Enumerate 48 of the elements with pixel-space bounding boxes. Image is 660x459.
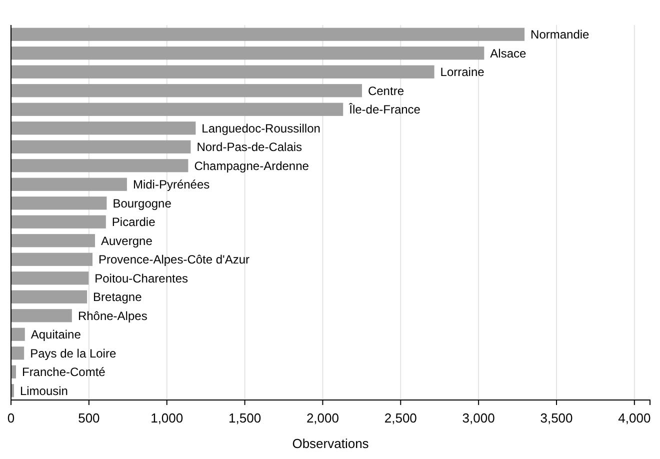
- x-tick-label: 0: [7, 410, 15, 426]
- bar: [11, 252, 93, 266]
- x-tick-label: 500: [78, 410, 100, 426]
- y-tick-label: Limousin: [20, 384, 68, 398]
- y-tick-label: Lorraine: [440, 65, 485, 80]
- y-tick-label: Normandie: [530, 28, 590, 42]
- x-axis-title: Observations: [292, 436, 370, 451]
- bar: [11, 196, 107, 210]
- bar: [11, 215, 106, 228]
- y-tick-label: Franche-Comté: [22, 365, 106, 380]
- bar: [11, 102, 344, 116]
- bar: [11, 234, 96, 248]
- bar: [11, 178, 127, 191]
- bar: [11, 46, 484, 60]
- y-tick-label: Champagne-Ardenne: [194, 158, 310, 173]
- y-tick-label: Pays de la Loire: [30, 346, 116, 360]
- bar: [11, 290, 88, 304]
- y-tick-label: Languedoc-Roussillon: [202, 121, 320, 136]
- y-tick-label: Provence-Alpes-Côte d'Azur: [98, 252, 250, 267]
- bar: [11, 272, 89, 285]
- y-tick-label: Nord-Pas-de-Calais: [196, 140, 302, 154]
- y-tick-label: Alsace: [490, 46, 527, 60]
- y-tick-label: Centre: [368, 84, 404, 98]
- x-tick-label: 4,000: [618, 410, 651, 426]
- bar: [11, 309, 72, 322]
- bar: [11, 122, 196, 135]
- y-tick-label: Auvergne: [101, 234, 153, 248]
- y-tick-label: Midi-Pyrénées: [132, 178, 210, 192]
- x-tick-label: 1,000: [150, 410, 184, 426]
- y-tick-label: Picardie: [112, 215, 156, 230]
- bar: [11, 328, 25, 341]
- bar: [11, 65, 434, 78]
- y-tick-label: Rhône-Alpes: [78, 308, 148, 323]
- x-tick-label: 3,500: [540, 410, 573, 426]
- x-tick-label: 3,000: [462, 410, 495, 426]
- y-tick-label: Île-de-France: [348, 102, 421, 117]
- bar: [11, 84, 362, 98]
- bar: [11, 346, 24, 360]
- y-tick-label: Aquitaine: [30, 328, 82, 342]
- y-tick-label: Poitou-Charentes: [94, 271, 188, 286]
- y-tick-label: Bretagne: [93, 290, 142, 304]
- y-tick-label: Bourgogne: [112, 196, 172, 210]
- bar: [11, 159, 188, 172]
- bar: [11, 28, 525, 41]
- x-tick-label: 2,000: [306, 410, 339, 426]
- x-tick-label: 2,500: [384, 410, 417, 426]
- bar: [11, 140, 191, 154]
- x-tick-label: 1,500: [228, 410, 262, 426]
